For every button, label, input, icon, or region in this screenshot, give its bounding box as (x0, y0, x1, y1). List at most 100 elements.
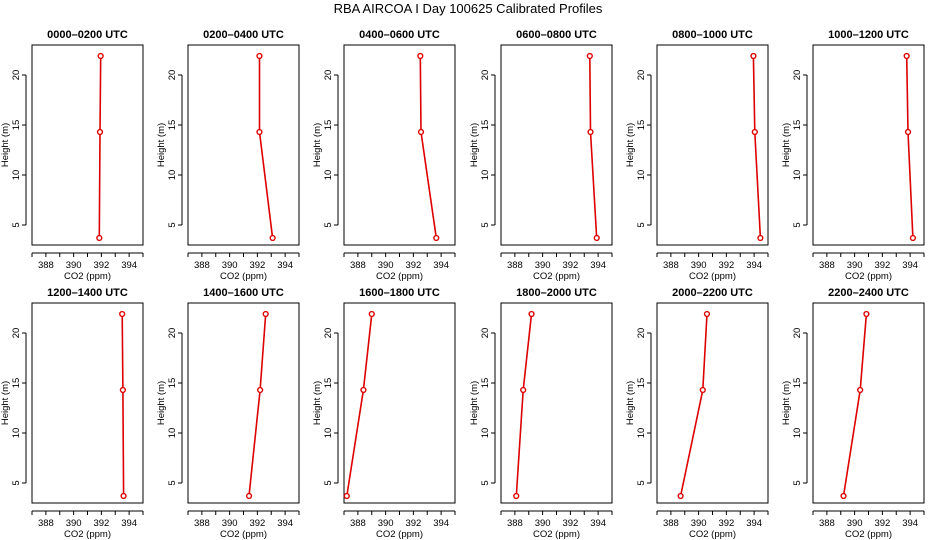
x-axis-label: CO2 (ppm) (845, 529, 892, 540)
x-tick-label: 394 (746, 260, 762, 271)
x-tick-label: 390 (535, 518, 551, 529)
plot-frame (500, 302, 613, 504)
profile-panel: 2000–2200 UTC 388 390 392 394 CO2 (ppm) 5 10 15 2… (625, 287, 769, 540)
y-tick-label: 10 (480, 170, 491, 181)
x-tick-label: 388 (507, 260, 523, 271)
y-tick-label: 10 (792, 170, 803, 181)
data-point (120, 492, 127, 500)
data-point (757, 234, 764, 242)
profile-panel: 2200–2400 UTC 388 390 392 394 CO2 (ppm) 5 10 15 2… (781, 287, 925, 540)
series-line (589, 55, 598, 239)
y-tick-label: 10 (11, 170, 22, 181)
y-tick-label: 10 (323, 170, 334, 181)
x-tick-label: 394 (746, 518, 762, 529)
y-tick-label: 20 (323, 328, 334, 339)
x-tick-label: 390 (66, 260, 82, 271)
y-tick-label: 10 (792, 428, 803, 439)
y-tick-label: 15 (636, 120, 647, 131)
y-tick-label: 15 (792, 120, 803, 131)
x-tick-label: 394 (590, 518, 606, 529)
panel-title: 1000–1200 UTC (828, 29, 909, 41)
panel-title: 1200–1400 UTC (47, 287, 128, 299)
panel-title: 0800–1000 UTC (672, 29, 753, 41)
x-tick-label: 390 (222, 518, 238, 529)
x-tick-label: 392 (718, 260, 734, 271)
y-tick-label: 5 (480, 222, 491, 227)
x-axis-label: CO2 (ppm) (220, 271, 267, 282)
x-tick-label: 392 (405, 518, 421, 529)
x-tick-label: 388 (663, 518, 679, 529)
panel-title: 1400–1600 UTC (203, 287, 284, 299)
y-axis-label: Height (m) (0, 381, 11, 425)
y-tick-label: 10 (323, 428, 334, 439)
plot-frame (187, 302, 300, 504)
y-tick-label: 5 (792, 480, 803, 485)
y-axis-label: Height (m) (781, 123, 792, 167)
data-point (677, 492, 684, 500)
y-tick-label: 20 (480, 70, 491, 81)
data-point (528, 310, 535, 318)
profile-panel: 1000–1200 UTC 388 390 392 394 CO2 (ppm) 5 10 15 2… (781, 29, 925, 282)
data-point (587, 128, 594, 136)
x-tick-label: 390 (691, 518, 707, 529)
x-tick-label: 394 (902, 518, 918, 529)
x-tick-label: 390 (847, 260, 863, 271)
y-tick-label: 10 (11, 428, 22, 439)
y-tick-label: 15 (323, 120, 334, 131)
x-tick-label: 394 (121, 518, 137, 529)
y-axis-label: Height (m) (469, 123, 480, 167)
data-point (751, 128, 758, 136)
x-tick-label: 394 (433, 260, 449, 271)
panel-title: 2000–2200 UTC (672, 287, 753, 299)
y-tick-label: 10 (480, 428, 491, 439)
y-tick-label: 15 (480, 378, 491, 389)
y-axis-label: Height (m) (156, 123, 167, 167)
x-tick-label: 388 (38, 518, 54, 529)
y-tick-label: 5 (636, 222, 647, 227)
y-tick-label: 5 (323, 480, 334, 485)
y-axis-label: Height (m) (625, 381, 636, 425)
x-axis-label: CO2 (ppm) (64, 529, 111, 540)
x-tick-label: 390 (691, 260, 707, 271)
x-tick-label: 392 (249, 518, 265, 529)
data-point (96, 128, 104, 136)
figure-title: RBA AIRCOA I Day 100625 Calibrated Profi… (334, 1, 603, 16)
x-axis-label: CO2 (ppm) (376, 271, 423, 282)
data-point (257, 386, 264, 394)
y-tick-label: 20 (636, 328, 647, 339)
x-tick-label: 390 (847, 518, 863, 529)
data-point (97, 52, 104, 60)
y-tick-label: 10 (167, 428, 178, 439)
y-tick-label: 20 (167, 70, 178, 81)
data-point (840, 492, 847, 500)
data-point (520, 386, 527, 394)
data-point (256, 52, 263, 60)
profile-panel: 1200–1400 UTC 388 390 392 394 CO2 (ppm) 5 10 15 2… (0, 287, 144, 540)
plot-frame (31, 44, 144, 246)
y-tick-label: 5 (480, 480, 491, 485)
series-line (905, 55, 914, 239)
x-axis-label: CO2 (ppm) (845, 271, 892, 282)
x-tick-label: 390 (66, 518, 82, 529)
x-tick-label: 388 (663, 260, 679, 271)
plot-frame (187, 44, 300, 246)
y-tick-label: 5 (792, 222, 803, 227)
x-tick-label: 392 (93, 260, 109, 271)
x-axis-label: CO2 (ppm) (533, 529, 580, 540)
y-tick-label: 10 (636, 170, 647, 181)
y-tick-label: 5 (323, 222, 334, 227)
y-tick-label: 10 (636, 428, 647, 439)
x-tick-label: 392 (718, 518, 734, 529)
series-line (346, 313, 373, 497)
x-tick-label: 390 (222, 260, 238, 271)
x-axis-label: CO2 (ppm) (533, 271, 580, 282)
y-tick-label: 15 (11, 120, 22, 131)
data-point (96, 234, 103, 242)
panel-title: 1600–1800 UTC (359, 287, 440, 299)
y-tick-label: 5 (167, 222, 178, 227)
panel-title: 0600–0800 UTC (516, 29, 597, 41)
profile-panel: 1400–1600 UTC 388 390 392 394 CO2 (ppm) 5 10 15 2… (156, 287, 300, 540)
data-point (703, 310, 711, 318)
y-tick-label: 15 (480, 120, 491, 131)
